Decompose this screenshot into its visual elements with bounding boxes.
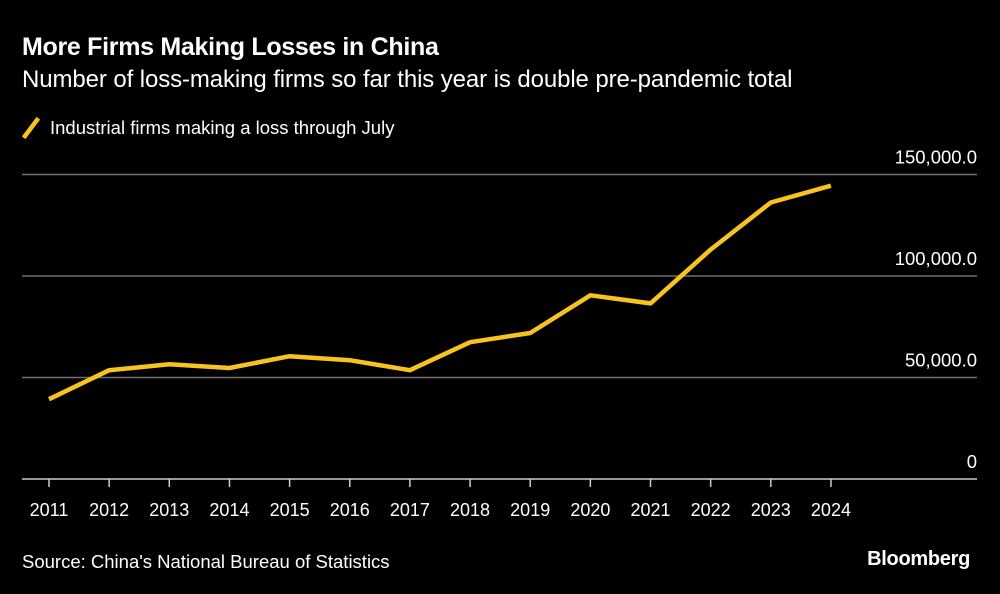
x-tick-label: 2019 — [510, 500, 550, 520]
x-tick-label: 2014 — [209, 500, 249, 520]
chart-title: More Firms Making Losses in China — [22, 33, 439, 61]
chart-subtitle: Number of loss-making firms so far this … — [22, 66, 793, 93]
y-tick-label: 0 — [967, 451, 977, 472]
gridlines — [22, 173, 977, 379]
x-tick-label: 2011 — [30, 500, 69, 520]
y-tick-label: 50,000.0 — [905, 350, 977, 371]
x-tick-label: 2021 — [630, 500, 670, 520]
bloomberg-logo: Bloomberg — [867, 548, 970, 570]
x-tick-label: 2013 — [149, 500, 189, 520]
y-tick-label: 100,000.0 — [895, 248, 977, 269]
x-tick-label: 2015 — [270, 500, 310, 520]
series-line — [48, 183, 832, 402]
x-tick-label: 2018 — [450, 500, 490, 520]
legend: Industrial firms making a loss through J… — [22, 116, 394, 140]
legend-line-swatch-icon — [22, 117, 40, 139]
x-tick-label: 2016 — [330, 500, 370, 520]
x-tick-label: 2012 — [89, 500, 129, 520]
x-tick-label: 2022 — [691, 500, 731, 520]
x-tick-label: 2020 — [570, 500, 610, 520]
x-tick-label: 2017 — [390, 500, 430, 520]
source-note: Source: China's National Bureau of Stati… — [22, 551, 390, 572]
y-tick-label: 150,000.0 — [895, 147, 977, 168]
y-axis-labels: 0 50,000.0 100,000.0 150,000.0 — [895, 147, 977, 473]
x-axis: 2011 2012 2013 2014 2015 2016 2017 2018 2019 2020… — [22, 478, 977, 520]
legend-label: Industrial firms making a loss through J… — [50, 117, 395, 138]
series-lines — [48, 183, 832, 402]
x-tick-label: 2024 — [811, 500, 851, 520]
x-tick-label: 2023 — [751, 500, 791, 520]
